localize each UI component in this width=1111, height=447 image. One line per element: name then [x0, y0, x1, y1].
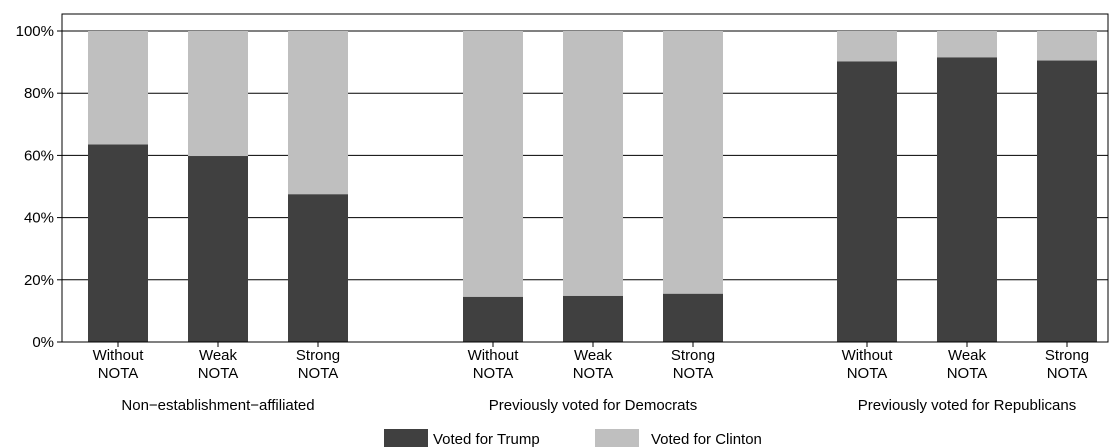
y-tick-label: 20% [24, 272, 54, 289]
bar-clinton [937, 31, 997, 58]
category-label-line2: NOTA [198, 365, 239, 382]
y-tick-label: 40% [24, 210, 54, 227]
legend-swatch [384, 429, 428, 447]
category-label-line1: Weak [574, 347, 613, 364]
bar-trump [837, 61, 897, 343]
bar-clinton [188, 31, 248, 157]
bar-trump [1037, 60, 1097, 343]
category-label-line1: Strong [671, 347, 715, 364]
group-label: Previously voted for Republicans [858, 397, 1076, 414]
category-label-line1: Weak [199, 347, 238, 364]
y-tick-label: 60% [24, 147, 54, 164]
category-label-line2: NOTA [847, 365, 888, 382]
bar-trump [288, 194, 348, 342]
category-label-line2: NOTA [947, 365, 988, 382]
bar-trump [937, 57, 997, 343]
y-tick-label: 0% [32, 334, 54, 351]
y-tick-label: 80% [24, 85, 54, 102]
bar-trump [663, 293, 723, 342]
category-label-line1: Without [93, 347, 145, 364]
axis-labels: 0%20%40%60%80%100%WithoutNOTAWeakNOTAStr… [16, 23, 1089, 414]
bar-clinton [663, 31, 723, 294]
bar-clinton [288, 31, 348, 195]
category-label-line1: Strong [296, 347, 340, 364]
category-label-line2: NOTA [298, 365, 339, 382]
bar-trump [88, 144, 148, 342]
group-label: Previously voted for Democrats [489, 397, 697, 414]
legend-swatch [595, 429, 639, 447]
category-label-line1: Without [842, 347, 894, 364]
category-label-line2: NOTA [1047, 365, 1088, 382]
legend: Voted for Trump Voted for Clinton [384, 429, 762, 447]
legend-label: Voted for Clinton [651, 431, 762, 447]
bar-clinton [1037, 31, 1097, 61]
bar-trump [463, 296, 523, 342]
bars [88, 31, 1097, 343]
bar-clinton [463, 31, 523, 297]
bar-clinton [563, 31, 623, 296]
category-label-line1: Strong [1045, 347, 1089, 364]
axes [57, 13, 1109, 347]
bar-clinton [837, 31, 897, 62]
category-label-line2: NOTA [573, 365, 614, 382]
category-label-line1: Weak [948, 347, 987, 364]
plot-frame [61, 13, 1109, 343]
group-label: Non−establishment−affiliated [121, 397, 314, 414]
category-label-line2: NOTA [473, 365, 514, 382]
category-label-line2: NOTA [98, 365, 139, 382]
bar-trump [188, 156, 248, 342]
category-label-line1: Without [468, 347, 520, 364]
y-tick-label: 100% [16, 23, 54, 40]
bar-clinton [88, 31, 148, 145]
category-label-line2: NOTA [673, 365, 714, 382]
legend-label: Voted for Trump [433, 431, 540, 447]
bar-trump [563, 295, 623, 342]
